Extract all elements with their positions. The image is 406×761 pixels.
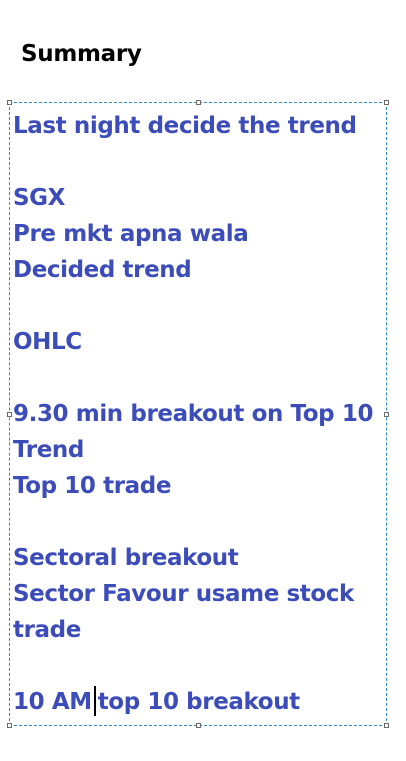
text-line: SGX [13,180,385,216]
resize-handle-bottom-center[interactable] [196,723,201,728]
resize-handle-bottom-left[interactable] [7,723,12,728]
text-content[interactable]: Last night decide the trend SGX Pre mkt … [13,108,385,720]
text-line: Pre mkt apna wala [13,216,385,252]
text-line: Last night decide the trend [13,108,385,144]
blank-line [13,504,385,540]
text-line-with-caret: 10 AM top 10 breakout [13,684,385,720]
text-line: Sectoral breakout [13,540,385,576]
blank-line [13,360,385,396]
resize-handle-top-left[interactable] [7,100,12,105]
text-line: Decided trend [13,252,385,288]
blank-line [13,144,385,180]
text-line: 9.30 min breakout on Top 10 [13,396,385,432]
blank-line [13,288,385,324]
text-cursor [94,686,96,716]
text-line: Sector Favour usame stock [13,576,385,612]
text-line: Top 10 trade [13,468,385,504]
text-segment: 10 AM [13,689,92,715]
text-line: OHLC [13,324,385,360]
resize-handle-middle-left[interactable] [7,412,12,417]
text-line: trade [13,612,385,648]
selected-text-box[interactable]: Last night decide the trend SGX Pre mkt … [9,102,387,726]
text-line: Trend [13,432,385,468]
text-segment: top 10 breakout [98,689,300,715]
resize-handle-top-right[interactable] [384,100,389,105]
blank-line [13,648,385,684]
summary-heading: Summary [21,38,142,70]
resize-handle-bottom-right[interactable] [384,723,389,728]
resize-handle-top-center[interactable] [196,100,201,105]
